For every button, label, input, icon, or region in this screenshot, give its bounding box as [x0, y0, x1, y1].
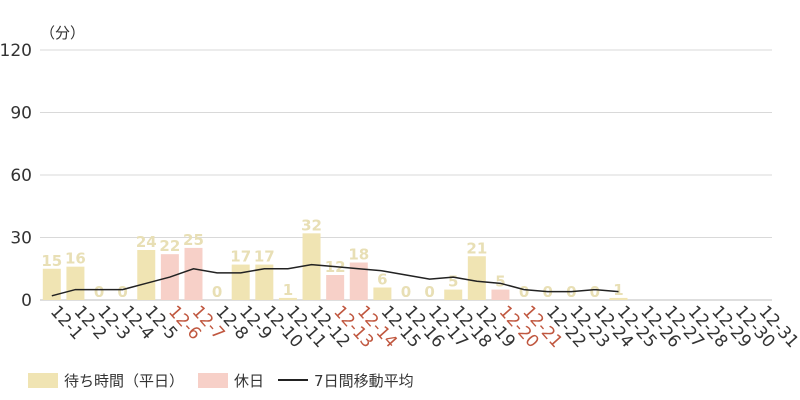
bar-weekday: [444, 289, 463, 300]
data-label: 16: [65, 250, 86, 268]
moving-average-series: [51, 263, 619, 297]
bar-weekday: [42, 268, 61, 300]
legend-item-holiday: 休日: [198, 370, 264, 391]
legend: 待ち時間（平日） 休日 7日間移動平均: [28, 368, 414, 392]
data-label: 24: [136, 233, 157, 251]
data-label: 0: [94, 283, 104, 301]
bar-weekday: [231, 264, 250, 300]
data-label: 5: [495, 273, 505, 291]
data-label: 18: [348, 246, 369, 264]
bar-holiday: [349, 262, 368, 300]
y-tick-label: 30: [10, 229, 32, 249]
legend-item-moving-average: 7日間移動平均: [278, 370, 414, 391]
bar-weekday: [255, 264, 274, 300]
data-label: 0: [401, 283, 411, 301]
data-label: 0: [212, 283, 222, 301]
data-label: 0: [117, 283, 127, 301]
data-label: 5: [448, 273, 458, 291]
legend-item-weekday: 待ち時間（平日）: [28, 370, 184, 391]
x-axis-ticks: 12-112-212-312-412-512-612-712-812-912-1…: [46, 302, 800, 352]
data-label: 32: [301, 216, 322, 234]
data-label: 22: [159, 237, 180, 255]
data-label: 17: [254, 248, 275, 266]
legend-label-holiday: 休日: [234, 371, 265, 390]
y-axis-unit-label: （分）: [40, 24, 85, 42]
grid-lines: [40, 49, 772, 301]
bar-weekday: [66, 266, 85, 300]
y-tick-label: 60: [10, 166, 32, 186]
bar-weekday: [467, 256, 486, 300]
legend-label-weekday: 待ち時間（平日）: [64, 371, 185, 390]
legend-swatch-moving-average: [278, 379, 309, 381]
data-label: 6: [377, 271, 387, 289]
bar-holiday: [184, 247, 203, 300]
legend-swatch-holiday: [198, 372, 229, 388]
y-tick-label: 120: [0, 41, 32, 61]
bar-holiday: [491, 289, 510, 300]
data-label: 25: [183, 231, 204, 249]
data-label: 17: [230, 248, 251, 266]
bar-weekday: [609, 297, 628, 300]
bar-weekday: [137, 250, 156, 300]
data-label: 0: [424, 283, 434, 301]
bar-weekday: [278, 297, 297, 300]
y-tick-label: 90: [10, 104, 32, 124]
data-label: 1: [613, 281, 623, 299]
data-label: 15: [41, 252, 62, 270]
data-label: 0: [519, 283, 529, 301]
data-label: 0: [590, 283, 600, 301]
bar-holiday: [326, 275, 345, 300]
y-axis-ticks: 0 30 60 90 120: [0, 41, 32, 311]
y-tick-label: 0: [21, 291, 32, 311]
bar-weekday: [373, 287, 392, 300]
bar-weekday: [302, 233, 321, 300]
data-label: 21: [466, 239, 487, 257]
moving-average-line: [51, 263, 619, 297]
legend-label-moving-average: 7日間移動平均: [314, 371, 414, 390]
data-label: 1: [283, 281, 293, 299]
legend-swatch-weekday: [28, 372, 58, 388]
